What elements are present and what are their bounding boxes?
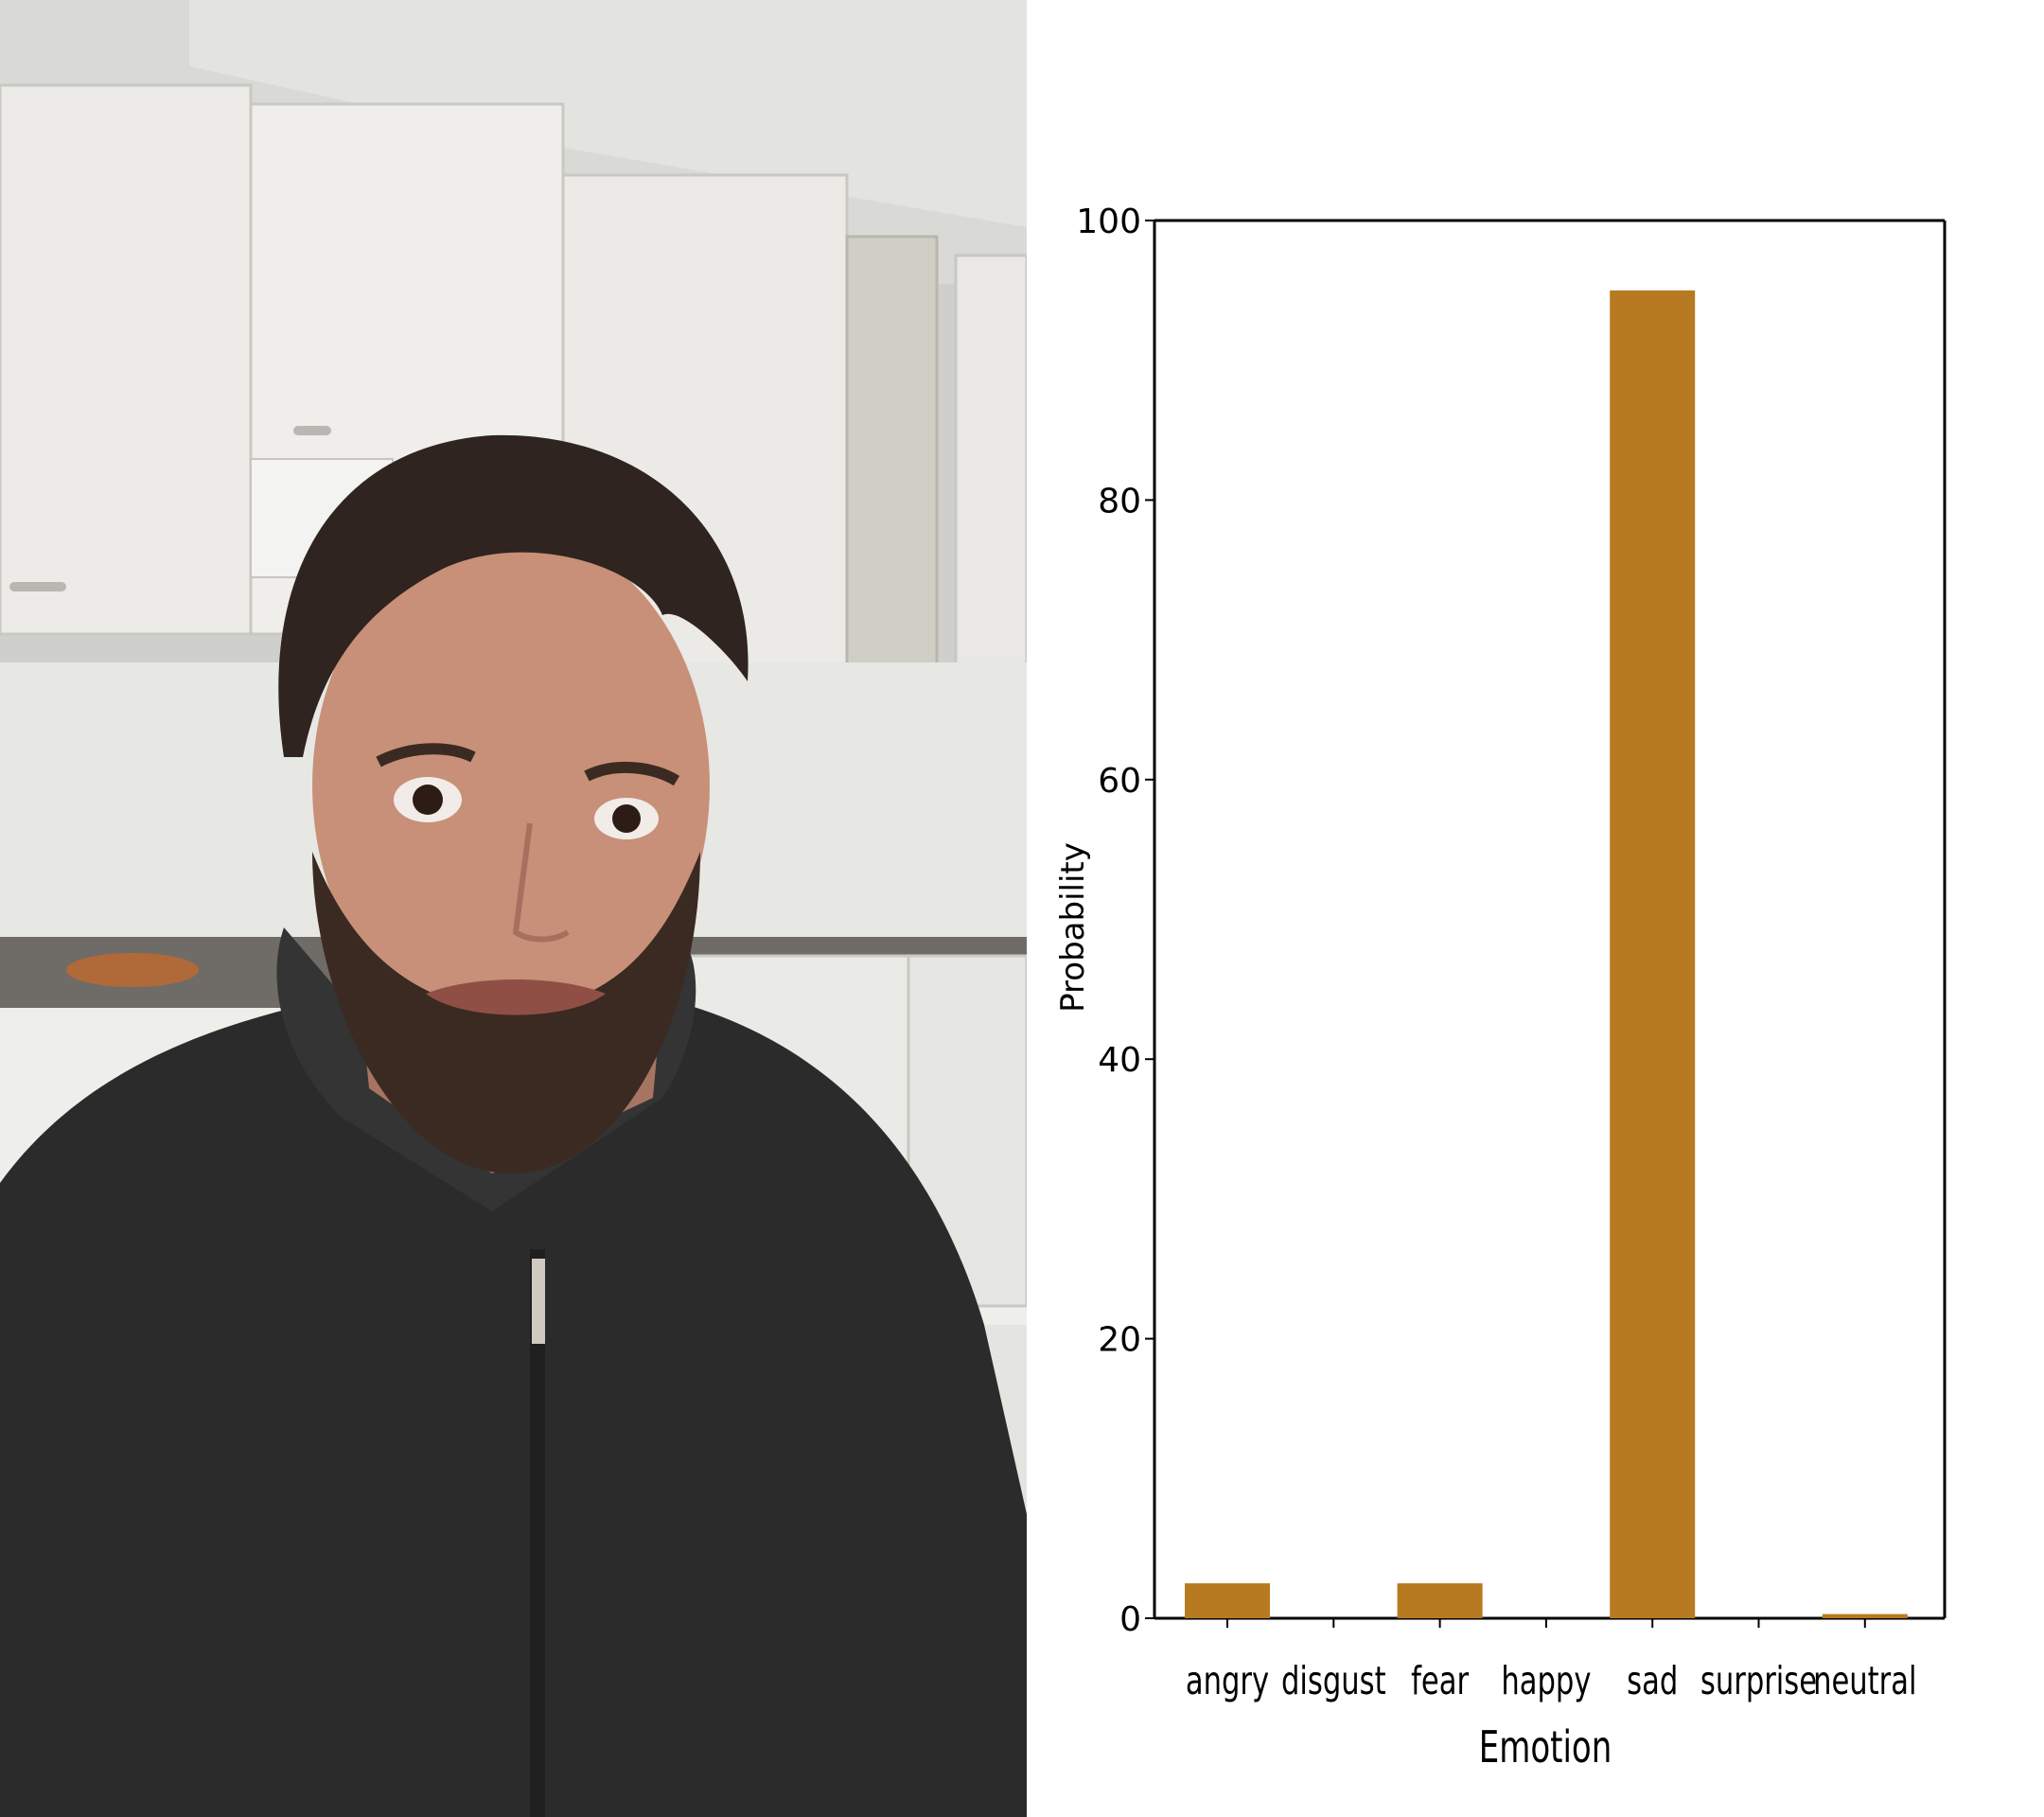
y-tick-label-100: 100 — [1076, 203, 1141, 241]
x-tick-label-disgust: disgust — [1281, 1657, 1386, 1703]
y-axis-title: Probability — [1054, 842, 1092, 1013]
x-tick-label-fear: fear — [1411, 1657, 1469, 1703]
emotion-chart: 0 20 40 60 80 100 angry disgust fear happy sad sur… — [1027, 0, 2044, 1817]
bar-chart-svg: 0 20 40 60 80 100 angry disgust fear happy sad sur… — [1054, 203, 1947, 1773]
bar-neutral — [1822, 1614, 1908, 1618]
y-tick-label-20: 20 — [1098, 1321, 1141, 1360]
bar-sad — [1610, 290, 1696, 1619]
plot-frame — [1153, 219, 1947, 1620]
y-tick-label-40: 40 — [1098, 1041, 1141, 1080]
bars-group — [1185, 290, 1908, 1619]
x-tick-label-angry: angry — [1186, 1657, 1269, 1703]
x-axis-title: Emotion — [1479, 1721, 1612, 1773]
person-photo — [0, 0, 1027, 1817]
kitchen-selfie-image — [0, 0, 1027, 1817]
x-tick-label-happy: happy — [1501, 1657, 1591, 1703]
y-tick-label-0: 0 — [1119, 1600, 1141, 1639]
x-tick-label-surprise: surprise — [1700, 1657, 1817, 1703]
y-tick-label-60: 60 — [1098, 762, 1141, 801]
bar-fear — [1397, 1583, 1483, 1618]
x-tick-label-sad: sad — [1627, 1657, 1678, 1703]
y-axis-ticks: 0 20 40 60 80 100 — [1076, 203, 1154, 1639]
x-tick-label-neutral: neutral — [1813, 1657, 1916, 1703]
y-tick-label-80: 80 — [1098, 482, 1141, 520]
bar-angry — [1185, 1583, 1270, 1618]
